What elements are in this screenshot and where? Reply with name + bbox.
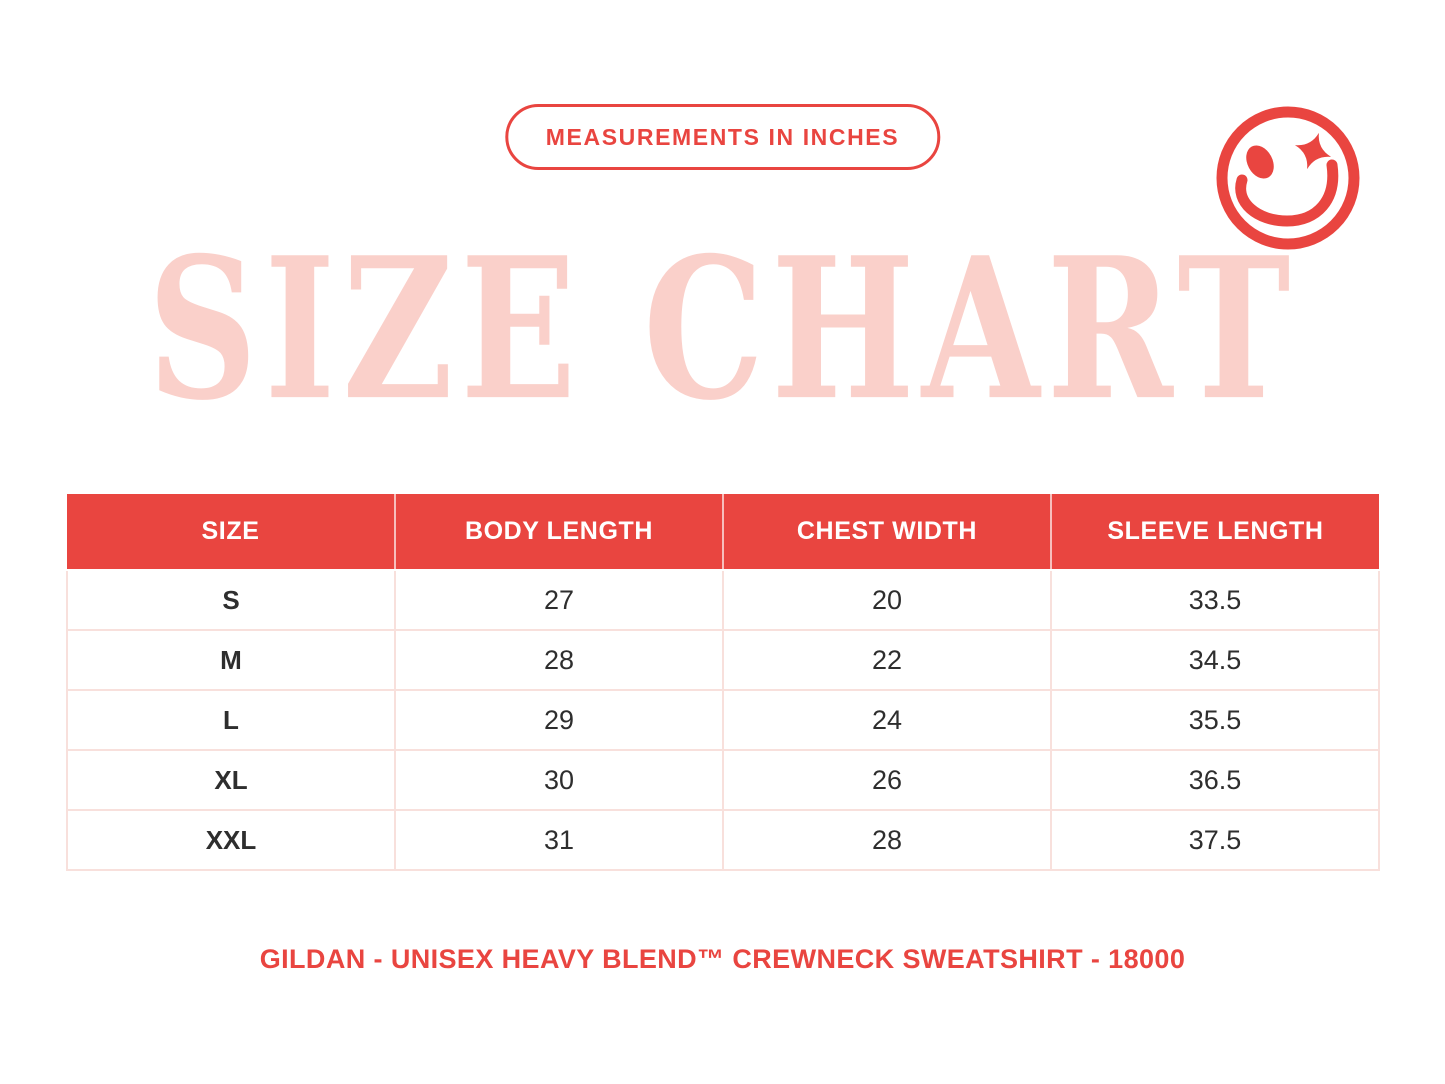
- sleeve-length-value: 33.5: [1050, 569, 1380, 631]
- body-length-value: 29: [394, 689, 724, 751]
- body-length-value: 30: [394, 749, 724, 811]
- size-chart-table-body: S 27 20 33.5 M 28 22 34.5 L 29 24 35.5 X…: [66, 569, 1380, 871]
- table-row: S 27 20 33.5: [66, 569, 1380, 631]
- measurements-units-label: MEASUREMENTS IN INCHES: [545, 124, 900, 150]
- sleeve-length-value: 35.5: [1050, 689, 1380, 751]
- size-value: L: [66, 689, 396, 751]
- sleeve-length-value: 37.5: [1050, 809, 1380, 871]
- body-length-value: 28: [394, 629, 724, 691]
- product-name-footer: GILDAN - UNISEX HEAVY BLEND™ CREWNECK SW…: [259, 944, 1186, 974]
- chest-width-value: 28: [722, 809, 1052, 871]
- sleeve-length-value: 34.5: [1050, 629, 1380, 691]
- size-value: M: [66, 629, 396, 691]
- size-chart-table: SIZE BODY LENGTH CHEST WIDTH SLEEVE LENG…: [66, 494, 1380, 871]
- sleeve-length-value: 36.5: [1050, 749, 1380, 811]
- size-value: S: [66, 569, 396, 631]
- size-chart-table-header: SIZE BODY LENGTH CHEST WIDTH SLEEVE LENG…: [67, 494, 1379, 571]
- measurements-units-badge: MEASUREMENTS IN INCHES: [504, 104, 941, 170]
- chest-width-value: 24: [722, 689, 1052, 751]
- header-row: SIZE BODY LENGTH CHEST WIDTH SLEEVE LENG…: [67, 494, 1379, 571]
- size-value: XL: [66, 749, 396, 811]
- table-row: XXL 31 28 37.5: [66, 809, 1380, 871]
- column-header-body-length: BODY LENGTH: [395, 494, 724, 571]
- table-row: M 28 22 34.5: [66, 629, 1380, 691]
- body-length-value: 31: [394, 809, 724, 871]
- chest-width-value: 20: [722, 569, 1052, 631]
- page-title: SIZE CHART: [147, 214, 1298, 444]
- column-header-size: SIZE: [67, 494, 396, 571]
- table-row: XL 30 26 36.5: [66, 749, 1380, 811]
- column-header-chest-width: CHEST WIDTH: [723, 494, 1052, 571]
- column-header-sleeve-length: SLEEVE LENGTH: [1051, 494, 1379, 571]
- table-row: L 29 24 35.5: [66, 689, 1380, 751]
- chest-width-value: 22: [722, 629, 1052, 691]
- size-value: XXL: [66, 809, 396, 871]
- winking-smiley-icon: [1211, 101, 1365, 255]
- body-length-value: 27: [394, 569, 724, 631]
- chest-width-value: 26: [722, 749, 1052, 811]
